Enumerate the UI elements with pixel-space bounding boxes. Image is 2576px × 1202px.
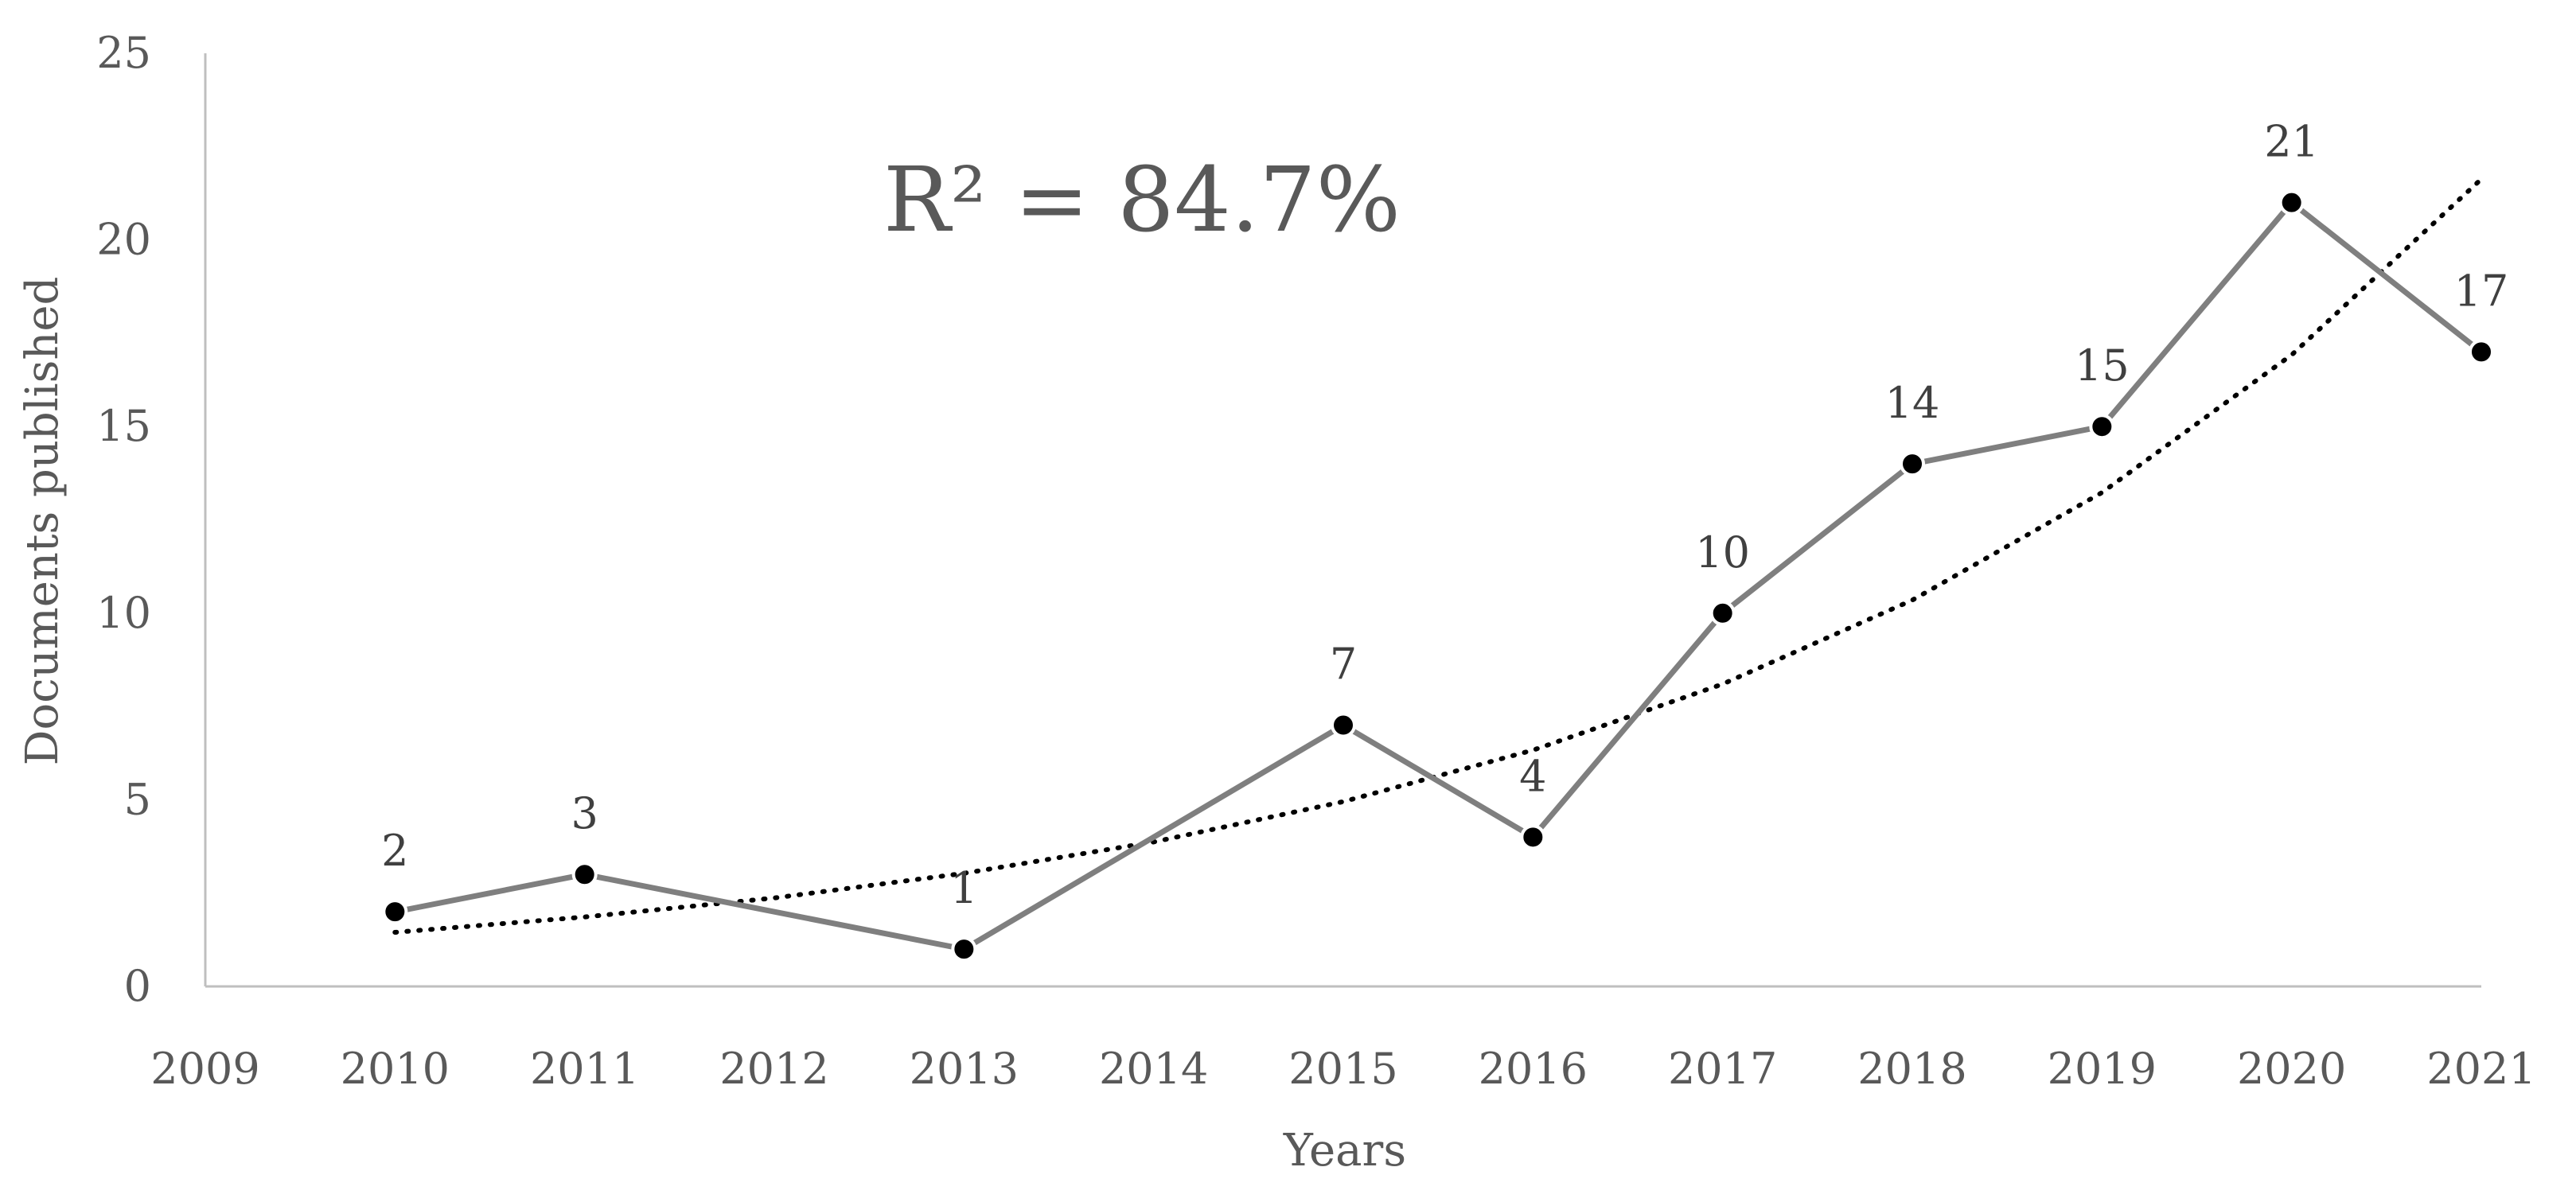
x-tick-label: 2020 xyxy=(2237,1044,2346,1094)
x-tick-label: 2011 xyxy=(530,1044,639,1094)
x-tick-label: 2012 xyxy=(719,1044,828,1094)
data-label: 17 xyxy=(2454,266,2509,316)
data-point xyxy=(2089,414,2115,440)
data-point xyxy=(951,936,977,963)
data-point xyxy=(1520,824,1546,850)
x-tick-label: 2009 xyxy=(150,1044,259,1094)
data-label: 4 xyxy=(1519,751,1546,801)
y-tick-label: 10 xyxy=(96,588,151,638)
data-label: 10 xyxy=(1695,527,1750,578)
x-tick-label: 2017 xyxy=(1668,1044,1777,1094)
data-label: 21 xyxy=(2264,117,2319,167)
data-label: 1 xyxy=(950,863,977,913)
data-point xyxy=(1900,451,1925,477)
data-label: 14 xyxy=(1885,378,1940,428)
x-tick-label: 2015 xyxy=(1288,1044,1397,1094)
data-point xyxy=(2469,339,2494,365)
x-tick-label: 2014 xyxy=(1099,1044,1208,1094)
y-tick-label: 20 xyxy=(96,215,151,265)
series-layer xyxy=(382,189,2494,963)
x-axis-title: Years xyxy=(1283,1125,1406,1177)
data-point xyxy=(571,862,598,888)
data-point xyxy=(1331,712,1356,738)
axes: 0 5 10 15 20 25 2009 2010 2011 2012 2013 2014 2015 20… xyxy=(96,28,2535,1094)
y-tick-label: 5 xyxy=(124,774,151,824)
trendline xyxy=(392,177,2484,935)
x-tick-label: 2013 xyxy=(910,1044,1019,1094)
y-tick-label: 0 xyxy=(124,961,151,1011)
x-tick-label: 2010 xyxy=(341,1044,450,1094)
data-label: 2 xyxy=(381,826,408,876)
trendline-layer xyxy=(392,177,2484,935)
data-label: 15 xyxy=(2075,340,2130,391)
y-tick-label: 25 xyxy=(96,28,151,78)
data-point xyxy=(2278,189,2305,216)
r-squared-annotation: R² = 84.7% xyxy=(883,149,1401,252)
x-tick-label: 2016 xyxy=(1479,1044,1588,1094)
x-tick-label: 2019 xyxy=(2048,1044,2157,1094)
y-axis-title: Documents published xyxy=(17,277,68,766)
series-line xyxy=(394,200,2484,952)
data-point xyxy=(1709,600,1736,626)
x-tick-label: 2018 xyxy=(1857,1044,1966,1094)
x-tick-label: 2021 xyxy=(2426,1044,2535,1094)
data-label: 3 xyxy=(571,788,598,838)
data-label: 7 xyxy=(1330,640,1357,690)
y-tick-label: 15 xyxy=(96,401,151,451)
data-point xyxy=(382,899,408,925)
